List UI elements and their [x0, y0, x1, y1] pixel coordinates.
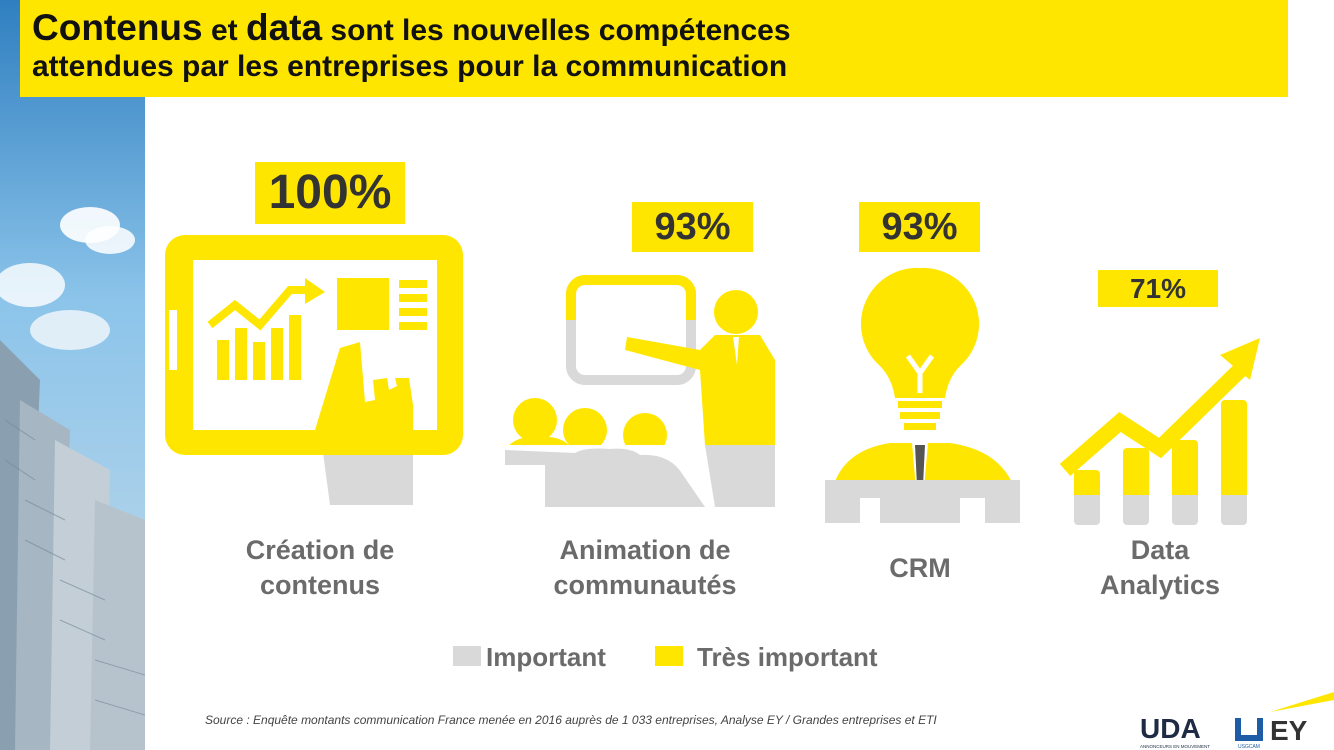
- city-sky-photo: [0, 0, 145, 750]
- title-banner: Contenus et data sont les nouvelles comp…: [20, 0, 1288, 97]
- category-label-data-analytics: Data Analytics: [1099, 535, 1221, 600]
- page-title-line-1: Contenus et data sont les nouvelles comp…: [32, 7, 791, 48]
- legend-label-tres-important: Très important: [697, 642, 878, 672]
- category-label-crm: CRM: [889, 553, 951, 583]
- page-title-line-2: attendues par les entreprises pour la co…: [32, 50, 788, 83]
- legend-label-important: Important: [486, 642, 606, 672]
- partner-logos: UDA ANNONCEURS EN MOUVEMENT USGCAM EY: [1140, 692, 1334, 750]
- legend-swatch-important: [453, 646, 481, 666]
- category-label-animation: Animation de communautés: [553, 535, 737, 600]
- percent-badge-creation: 100%: [255, 162, 405, 224]
- ey-logo: EY: [1270, 715, 1308, 746]
- source-note: Source : Enquête montants communication …: [205, 713, 937, 727]
- growth-bars-arrow-icon: [1060, 338, 1260, 525]
- percent-badge-animation: 93%: [632, 202, 753, 252]
- tablet-chart-hand-icon: [165, 235, 463, 505]
- legend-swatch-tres-important: [655, 646, 683, 666]
- category-label-creation: Création de contenus: [245, 535, 395, 600]
- percent-badge-data-analytics: 71%: [1098, 270, 1218, 307]
- presenter-audience-icon: [505, 275, 775, 507]
- lightbulb-person-icon: [825, 267, 1020, 523]
- usgcam-logo: USGCAM: [1238, 744, 1260, 750]
- percent-badge-crm: 93%: [859, 202, 980, 252]
- uda-tagline: ANNONCEURS EN MOUVEMENT: [1140, 744, 1210, 749]
- uda-logo: UDA: [1140, 713, 1201, 744]
- usgcam-logo-mark: [1235, 718, 1263, 741]
